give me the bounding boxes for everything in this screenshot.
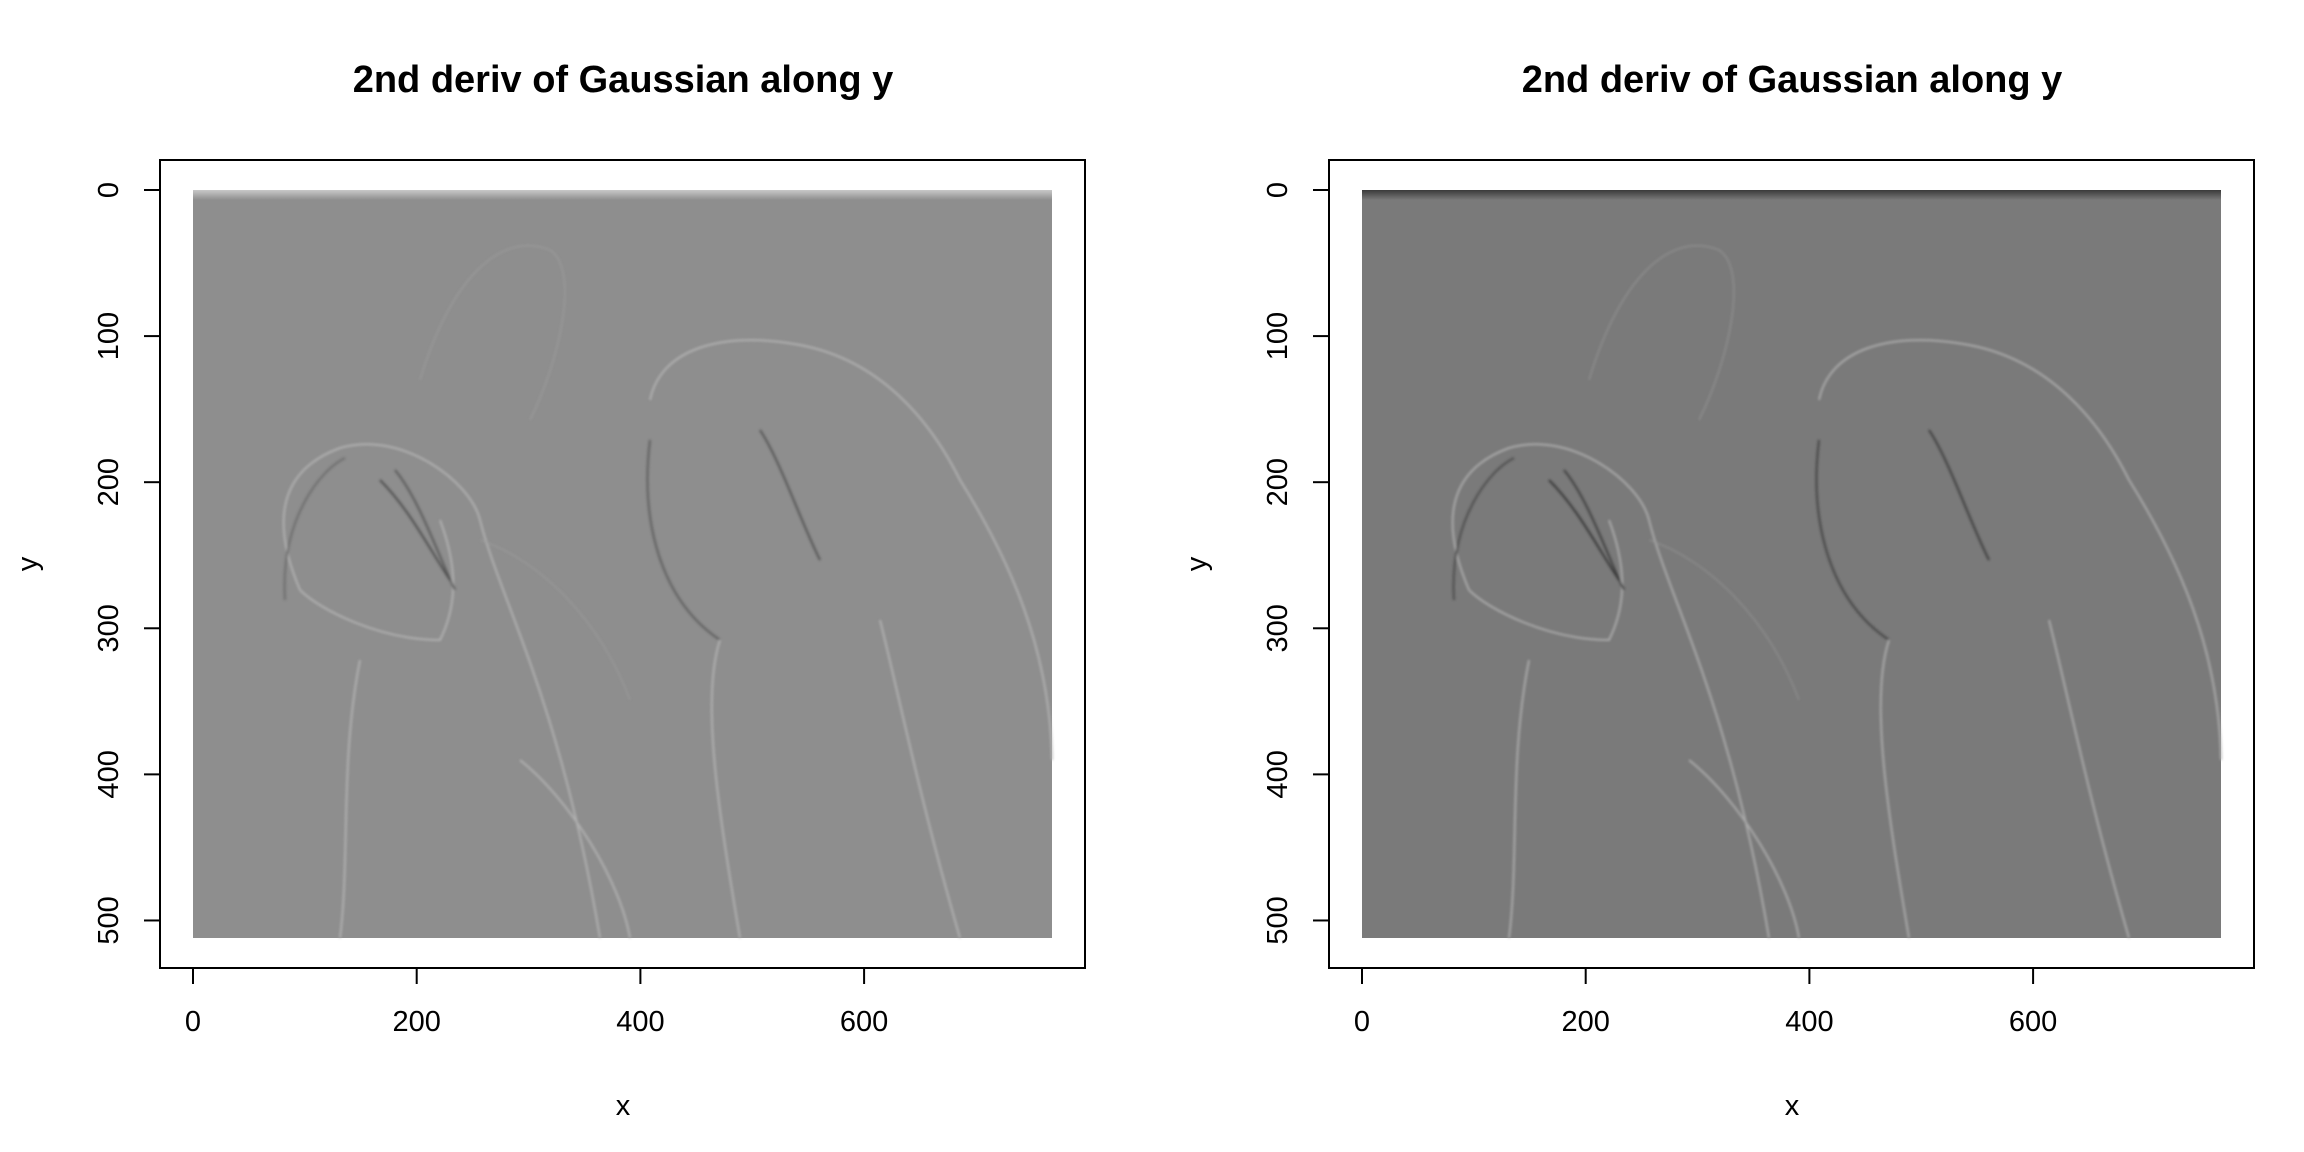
y-axis-label: y [1181,556,1213,571]
y-tick-label: 300 [93,604,125,652]
y-tick-label: 500 [1262,896,1294,944]
chart-panel-left: 2nd deriv of Gaussian along y 0 200 400 600… [12,59,1086,1122]
x-axis-label: x [1785,1090,1800,1122]
parrot-edges [1451,244,2222,939]
y-axis-label: y [12,556,44,571]
y-ticks: 0 100 200 300 400 500 [93,182,160,945]
x-tick-label: 600 [840,1006,888,1038]
y-tick-label: 200 [1262,458,1294,506]
y-tick-label: 400 [1262,750,1294,798]
chart-panel-right: 2nd deriv of Gaussian along y 0 200 400 600… [1181,59,2255,1122]
x-tick-label: 400 [1785,1006,1833,1038]
x-tick-label: 0 [1354,1006,1370,1038]
image-area [1362,190,2221,938]
y-tick-label: 300 [1262,604,1294,652]
y-tick-label: 500 [93,896,125,944]
y-tick-label: 400 [93,750,125,798]
y-tick-label: 0 [93,182,125,198]
x-ticks: 0 200 400 600 [1354,968,2057,1038]
y-tick-label: 0 [1262,182,1294,198]
x-axis-label: x [616,1090,631,1122]
chart-title: 2nd deriv of Gaussian along y [1522,59,2063,101]
x-tick-label: 0 [185,1006,201,1038]
y-tick-label: 100 [1262,312,1294,360]
chart-title: 2nd deriv of Gaussian along y [353,59,894,101]
image-top-edge [1362,190,2221,200]
y-ticks: 0 100 200 300 400 500 [1262,182,1329,945]
x-tick-label: 200 [393,1006,441,1038]
image-area [193,190,1052,938]
y-tick-label: 200 [93,458,125,506]
x-tick-label: 400 [616,1006,664,1038]
x-ticks: 0 200 400 600 [185,968,888,1038]
image-top-edge [193,190,1052,200]
y-tick-label: 100 [93,312,125,360]
x-tick-label: 200 [1562,1006,1610,1038]
x-tick-label: 600 [2009,1006,2057,1038]
parrot-edges [282,244,1053,939]
